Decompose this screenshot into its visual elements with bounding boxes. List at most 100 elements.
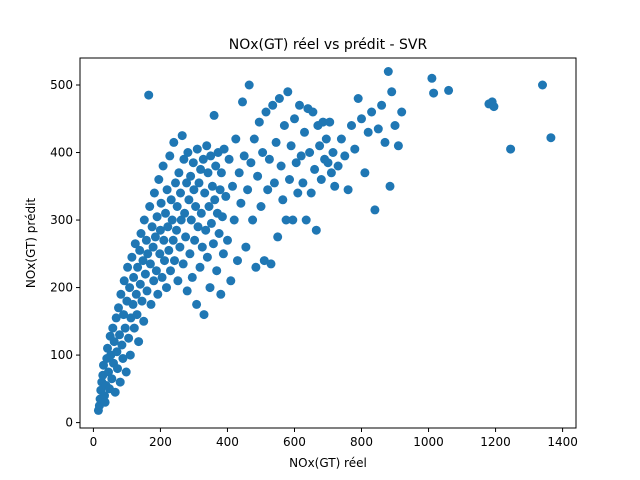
scatter-point <box>199 310 209 320</box>
scatter-point <box>238 97 247 107</box>
scatter-point <box>377 100 387 110</box>
scatter-point <box>261 107 271 117</box>
scatter-point <box>165 151 175 161</box>
scatter-point <box>119 276 129 286</box>
scatter-point <box>546 133 556 143</box>
x-tick-label: 600 <box>283 435 306 449</box>
scatter-point <box>256 202 266 211</box>
scatter-point <box>162 185 172 195</box>
scatter-point <box>343 185 353 195</box>
scatter-point <box>318 117 328 127</box>
scatter-point <box>107 374 117 384</box>
scatter-point <box>209 110 219 120</box>
scatter-point <box>111 313 121 323</box>
scatter-point <box>129 272 139 282</box>
scatter-point <box>189 185 199 195</box>
scatter-point <box>206 218 216 228</box>
scatter-point <box>136 229 146 238</box>
scatter-point <box>139 316 149 326</box>
scatter-point <box>171 178 180 188</box>
scatter-point <box>506 144 516 154</box>
scatter-point <box>353 94 363 103</box>
scatter-point <box>172 225 181 235</box>
y-tick-label: 100 <box>50 348 73 362</box>
scatter-point <box>234 168 244 178</box>
scatter-point <box>298 178 308 188</box>
scatter-point <box>300 127 309 137</box>
scatter-point <box>117 340 127 350</box>
x-tick-label: 800 <box>350 435 373 449</box>
scatter-point <box>140 269 150 279</box>
scatter-point <box>125 283 135 293</box>
y-tick-label: 300 <box>50 213 73 227</box>
scatter-point <box>196 164 206 174</box>
scatter-point <box>114 303 123 313</box>
scatter-point <box>173 276 183 286</box>
scatter-point <box>118 354 128 363</box>
scatter-point <box>181 232 191 242</box>
scatter-point <box>285 175 294 184</box>
scatter-point <box>120 323 130 333</box>
scatter-point <box>149 188 159 198</box>
scatter-point <box>202 141 212 151</box>
x-axis-label: NOx(GT) réel <box>289 456 367 470</box>
x-tick-label: 1000 <box>413 435 444 449</box>
scatter-point <box>166 266 175 276</box>
scatter-point <box>103 343 112 353</box>
x-tick-label: 200 <box>149 435 172 449</box>
scatter-point <box>125 350 135 360</box>
scatter-point <box>216 168 226 178</box>
scatter-point <box>141 235 151 245</box>
scatter-point <box>143 249 153 259</box>
scatter-point <box>159 235 169 245</box>
scatter-point <box>385 181 395 191</box>
scatter-point <box>166 195 176 205</box>
scatter-point <box>138 256 148 266</box>
scatter-point <box>207 181 217 191</box>
scatter-point <box>363 127 373 137</box>
scatter-point <box>124 333 134 343</box>
scatter-point <box>129 323 139 333</box>
scatter-point <box>112 347 122 357</box>
scatter-point <box>340 151 350 161</box>
scatter-point <box>168 235 178 245</box>
scatter-point <box>217 212 227 222</box>
scatter-point <box>170 256 179 266</box>
scatter-point <box>145 259 155 269</box>
scatter-point <box>216 289 226 299</box>
scatter-point <box>264 154 274 164</box>
scatter-point <box>205 283 215 293</box>
scatter-point <box>175 242 185 252</box>
scatter-point <box>306 188 316 198</box>
scatter-point <box>253 171 263 181</box>
scatter-point <box>130 239 140 249</box>
scatter-point <box>236 198 246 208</box>
scatter-point <box>206 151 216 161</box>
scatter-point <box>179 154 189 164</box>
scatter-point <box>316 175 326 184</box>
scatter-point <box>110 387 120 397</box>
scatter-point <box>254 117 264 127</box>
scatter-point <box>131 289 141 299</box>
scatter-point <box>279 121 289 130</box>
scatter-point <box>188 158 198 168</box>
scatter-point <box>135 245 145 255</box>
scatter-point <box>200 188 210 198</box>
scatter-point <box>108 323 118 333</box>
scatter-point <box>429 88 439 98</box>
y-tick-label: 500 <box>50 78 73 92</box>
scatter-point <box>397 107 407 117</box>
scatter-point <box>192 144 202 154</box>
y-axis-label: NOx(GT) prédit <box>24 198 38 289</box>
scatter-point <box>301 215 311 225</box>
scatter-point <box>249 134 259 144</box>
scatter-point <box>383 67 393 76</box>
scatter-point <box>148 242 158 252</box>
scatter-point <box>150 232 160 242</box>
scatter-point <box>151 266 161 276</box>
scatter-point <box>99 360 108 370</box>
scatter-point <box>393 141 403 151</box>
scatter-point <box>293 188 303 198</box>
